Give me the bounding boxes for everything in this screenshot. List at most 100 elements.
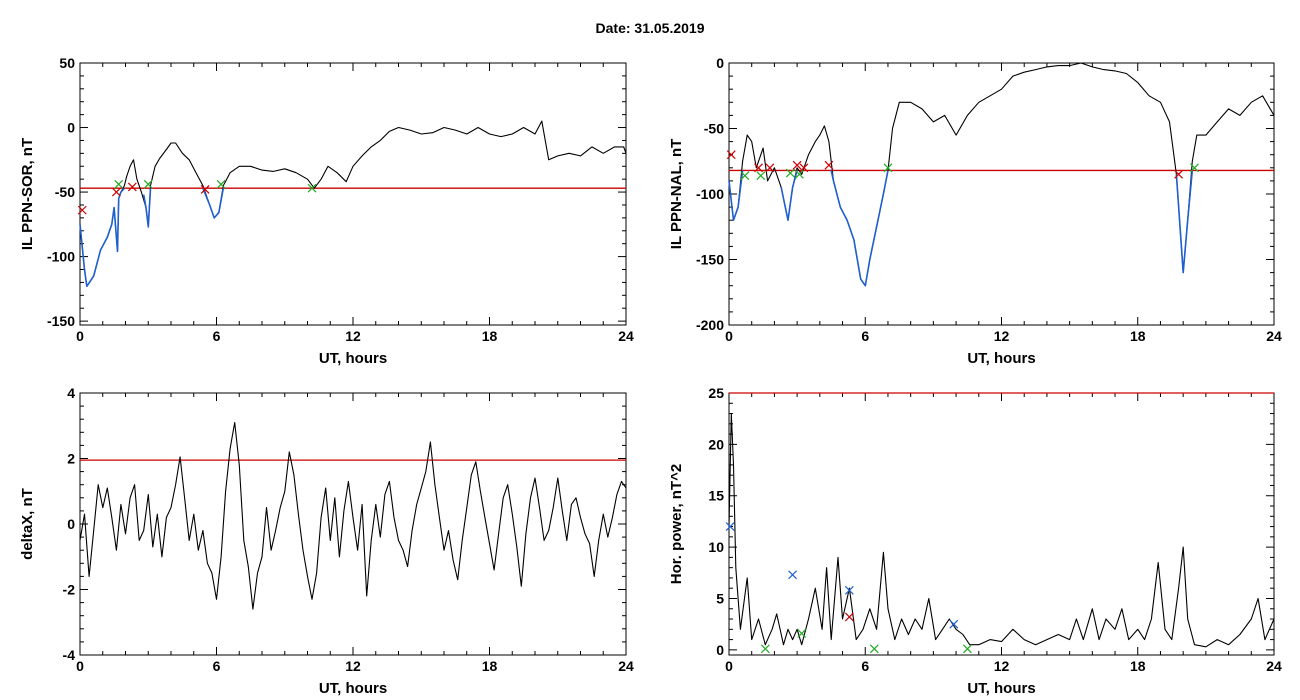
y-tick-label: 20 [708, 436, 724, 452]
y-tick-label: 5 [716, 590, 724, 606]
y-tick-label: 4 [67, 385, 75, 401]
marker-stroke [200, 185, 210, 194]
y-tick-label: 50 [59, 55, 75, 71]
x-tick-label: 12 [345, 328, 361, 344]
series-line-4 [202, 187, 225, 219]
x-axis-label: UT, hours [967, 350, 1035, 367]
x-tick-label: 6 [213, 658, 221, 674]
marker-stroke [799, 163, 809, 173]
data-marker [1174, 169, 1184, 179]
chart-panel-4: 0 6 12 18 24 25 20 15 10 5 0 UT, hours Hor. power, n… [668, 385, 1282, 697]
marker-stroke [844, 612, 854, 622]
marker-stroke [1190, 163, 1199, 173]
data-marker [844, 612, 854, 622]
series-line-5 [1175, 170, 1194, 274]
plot-frame [728, 392, 1275, 656]
marker-stroke [794, 169, 804, 179]
y-tick-label: -50 [704, 121, 724, 137]
data-marker [794, 169, 804, 179]
y-tick-label: -2 [63, 582, 76, 598]
y-tick-label: -150 [696, 252, 724, 268]
marker-stroke [111, 187, 121, 197]
data-marker [307, 183, 317, 193]
data-marker [963, 644, 972, 654]
marker-stroke [756, 171, 766, 181]
marker-stroke [77, 205, 87, 215]
y-tick-label: 2 [67, 451, 75, 467]
data-marker [869, 644, 879, 654]
marker-stroke [869, 644, 879, 654]
x-tick-label: 24 [618, 328, 634, 344]
marker-stroke [963, 644, 972, 654]
series-line-1 [79, 120, 627, 287]
x-tick-label: 6 [213, 328, 221, 344]
marker-stroke [824, 160, 834, 170]
data-marker [785, 168, 795, 178]
data-marker [792, 160, 802, 170]
marker-stroke [785, 168, 795, 178]
data-marker [883, 163, 893, 173]
series-line-2 [79, 187, 125, 288]
data-marker [760, 644, 770, 654]
y-tick-label: 15 [708, 488, 724, 504]
data-marker [111, 187, 121, 197]
marker-stroke [760, 644, 770, 654]
x-tick-label: 24 [1266, 328, 1282, 344]
x-tick-label: 24 [618, 658, 634, 674]
chart-panel-1: 0 6 12 18 24 50 0 -50 -100 -150 UT, hours IL PPN-SO… [19, 55, 634, 367]
x-tick-label: 0 [76, 658, 84, 674]
y-axis-label: deltaX, nT [19, 488, 36, 560]
x-tick-label: 0 [725, 328, 733, 344]
plot-frame [79, 392, 627, 656]
series-line-4 [830, 170, 889, 287]
y-tick-label: 0 [67, 516, 75, 532]
x-tick-label: 0 [76, 328, 84, 344]
data-marker [114, 179, 124, 189]
marker-stroke [949, 619, 959, 629]
data-marker [740, 171, 750, 181]
marker-stroke [143, 179, 153, 189]
y-tick-label: -150 [47, 313, 75, 329]
y-axis-label: Hor. power, nT^2 [668, 464, 685, 584]
marker-stroke [307, 183, 317, 193]
chart-panel-2: 0 6 12 18 24 0 -50 -100 -150 -200 UT, hours IL PPN-… [668, 55, 1282, 367]
figure-title: Date: 31.05.2019 [595, 20, 705, 36]
data-marker [824, 160, 834, 170]
chart-panel-3: 0 6 12 18 24 4 2 0 -2 -4 UT, hours deltaX, nT [19, 385, 634, 697]
x-axis-label: UT, hours [319, 680, 387, 697]
marker-stroke [127, 182, 137, 192]
marker-stroke [725, 522, 735, 531]
x-tick-label: 18 [1130, 658, 1146, 674]
data-marker [799, 163, 809, 173]
marker-stroke [883, 163, 893, 173]
marker-stroke [754, 163, 763, 173]
y-tick-label: -200 [696, 317, 724, 333]
data-marker [788, 570, 798, 580]
y-axis-label: IL PPN-SOR, nT [19, 138, 36, 250]
x-tick-label: 6 [861, 328, 869, 344]
x-axis-label: UT, hours [319, 350, 387, 367]
marker-stroke [1174, 169, 1184, 179]
y-tick-label: -4 [63, 647, 76, 663]
data-marker [725, 522, 735, 531]
y-tick-label: 0 [716, 642, 724, 658]
y-axis-label: IL PPN-NAL, nT [668, 139, 685, 250]
data-marker [756, 171, 766, 181]
marker-stroke [216, 179, 226, 189]
y-tick-label: 25 [708, 385, 724, 401]
x-tick-label: 18 [482, 658, 498, 674]
plot-frame [79, 62, 627, 326]
marker-stroke [740, 171, 750, 181]
data-marker [844, 585, 854, 595]
marker-stroke [792, 160, 802, 170]
x-tick-label: 18 [482, 328, 498, 344]
data-marker [797, 628, 807, 638]
marker-stroke [765, 163, 775, 173]
series-line-1 [728, 412, 1275, 648]
x-tick-label: 12 [994, 658, 1010, 674]
data-marker [143, 179, 153, 189]
x-tick-label: 18 [1130, 328, 1146, 344]
data-marker [1190, 163, 1199, 173]
marker-stroke [844, 585, 854, 595]
